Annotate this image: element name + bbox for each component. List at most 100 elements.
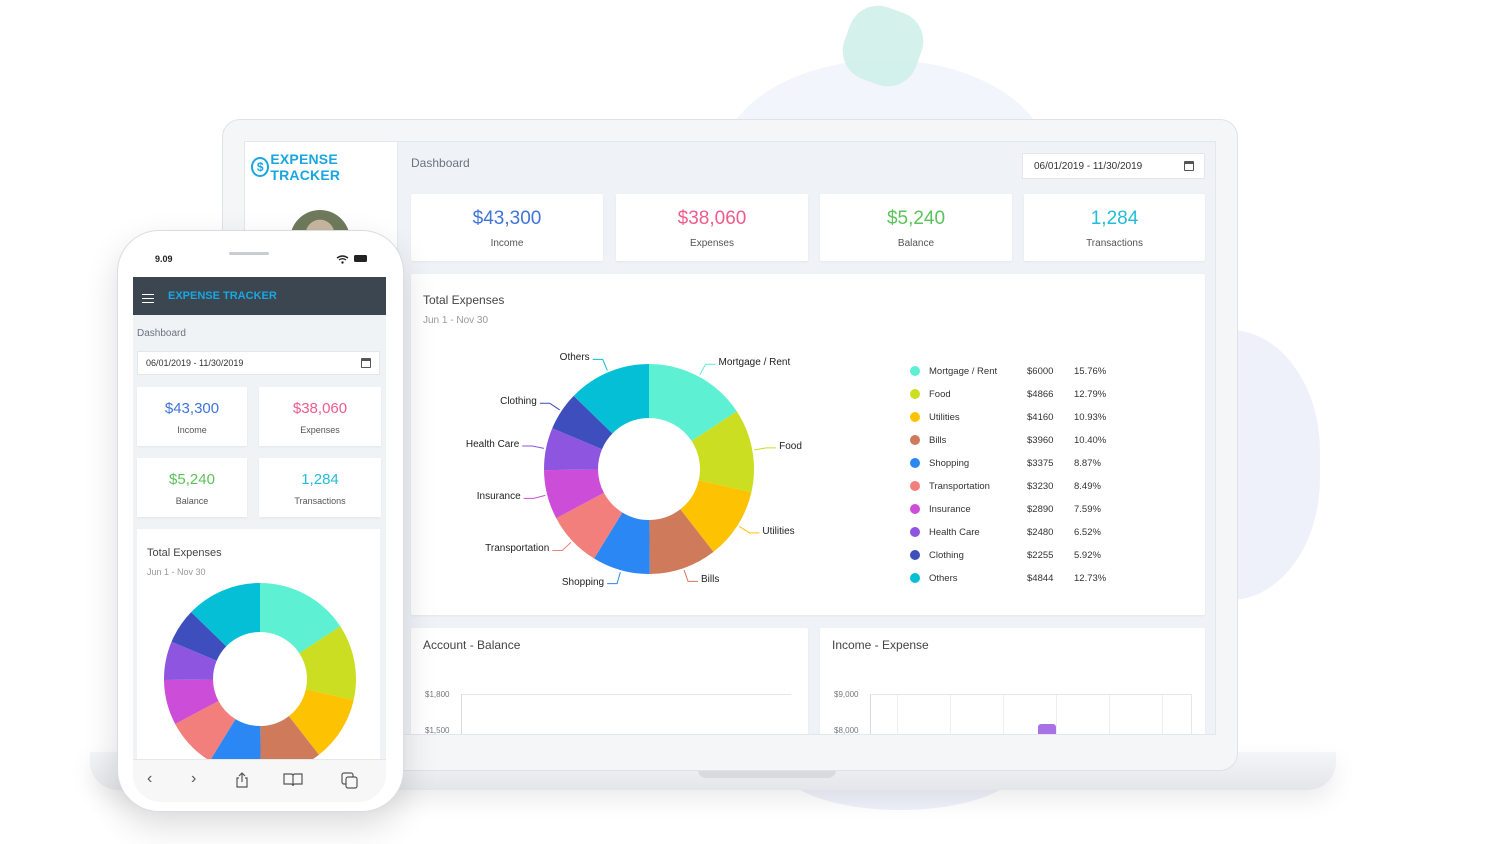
legend-category: Others	[929, 572, 958, 584]
kpi-transactions: 1,284 Transactions	[1024, 194, 1205, 261]
legend-amount: $2255	[1027, 549, 1054, 561]
legend-item[interactable]: Mortgage / Rent $6000 15.76%	[910, 363, 1114, 379]
legend-category: Mortgage / Rent	[929, 365, 998, 377]
legend-item[interactable]: Insurance $2890 7.59%	[910, 501, 1114, 517]
donut-slice-label: Shopping	[561, 576, 605, 588]
calendar-icon[interactable]	[1184, 161, 1194, 171]
label-leader-line	[523, 494, 546, 499]
calendar-icon[interactable]	[361, 358, 371, 368]
app-toolbar: EXPENSE TRACKER	[133, 277, 386, 315]
donut-slice[interactable]	[594, 512, 650, 574]
legend-category: Clothing	[929, 549, 964, 561]
kpi-transactions: 1,284 Transactions	[259, 458, 381, 517]
legend-item[interactable]: Bills $3960 10.40%	[910, 432, 1114, 448]
donut-slice[interactable]	[164, 679, 219, 724]
speaker-notch	[229, 252, 269, 255]
bookmarks-icon[interactable]	[283, 773, 303, 787]
legend-item[interactable]: Transportation $3230 8.49%	[910, 478, 1114, 494]
kpi-value: $5,240	[169, 471, 215, 488]
donut-slice[interactable]	[573, 364, 649, 434]
date-range-picker[interactable]: 06/01/2019 - 11/30/2019	[137, 351, 380, 375]
legend-swatch	[910, 504, 920, 514]
legend-amount: $2480	[1027, 526, 1054, 538]
donut-slice[interactable]	[544, 469, 604, 519]
kpi-label: Transactions	[294, 496, 346, 506]
label-leader-line	[754, 447, 777, 451]
date-range-value: 06/01/2019 - 11/30/2019	[146, 358, 244, 368]
y-tick: $8,000	[834, 726, 859, 735]
donut-slice[interactable]	[552, 395, 613, 450]
legend-percent: 12.73%	[1074, 572, 1107, 584]
donut-slice[interactable]	[164, 641, 217, 681]
donut-slice[interactable]	[288, 689, 354, 755]
phone-frame: 9.09 EXPENSE TRACKER Dashboard 06/01/201…	[117, 230, 404, 812]
page-title: Dashboard	[137, 328, 186, 339]
donut-slice[interactable]	[171, 612, 227, 661]
kpi-value: $43,300	[472, 208, 542, 229]
kpi-label: Income	[490, 238, 524, 249]
donut-slice[interactable]	[544, 428, 603, 471]
legend-percent: 8.49%	[1074, 480, 1101, 492]
legend-item[interactable]: Others $4844 12.73%	[910, 570, 1114, 586]
share-icon[interactable]	[235, 772, 249, 788]
y-tick: $1,500	[425, 726, 450, 735]
grid	[870, 694, 1192, 734]
donut-slice[interactable]	[210, 719, 261, 759]
tabs-icon[interactable]	[341, 772, 358, 789]
label-leader-line	[739, 525, 760, 534]
forward-icon[interactable]: ›	[191, 770, 197, 787]
legend-item[interactable]: Shopping $3375 8.87%	[910, 455, 1114, 471]
donut-slice[interactable]	[691, 411, 754, 493]
legend-amount: $4866	[1027, 388, 1054, 400]
legend-category: Utilities	[929, 411, 960, 423]
menu-icon[interactable]	[142, 294, 154, 303]
label-leader-line	[699, 363, 716, 376]
page-title: Dashboard	[411, 156, 470, 170]
kpi-value: 1,284	[301, 471, 339, 488]
donut-slice-label: Mortgage / Rent	[718, 357, 791, 369]
back-icon[interactable]: ‹	[147, 770, 153, 787]
legend-item[interactable]: Utilities $4160 10.93%	[910, 409, 1114, 425]
card-subtitle: Jun 1 - Nov 30	[147, 567, 206, 577]
label-leader-line	[683, 569, 699, 582]
legend-amount: $3375	[1027, 457, 1054, 469]
donut-slice[interactable]	[191, 583, 260, 647]
main-content: Dashboard 06/01/2019 - 11/30/2019 $43,30…	[398, 142, 1215, 734]
brand-name: EXPENSE TRACKER	[168, 290, 277, 302]
legend-item[interactable]: Clothing $2255 5.92%	[910, 547, 1114, 563]
kpi-label: Balance	[175, 496, 209, 506]
donut-slice[interactable]	[260, 716, 319, 759]
total-expenses-card: Total Expenses Jun 1 - Nov 30	[137, 529, 380, 759]
donut-slice-label: Utilities	[762, 525, 795, 537]
donut-slice[interactable]	[556, 492, 623, 559]
kpi-value: $38,060	[292, 400, 348, 417]
donut-slice[interactable]	[260, 583, 341, 654]
legend-swatch	[910, 573, 920, 583]
legend-percent: 12.79%	[1074, 388, 1107, 400]
donut-slice[interactable]	[649, 364, 737, 442]
donut-slice-label: Health Care	[465, 439, 520, 451]
label-leader-line	[592, 358, 608, 371]
total-expenses-card: Total Expenses Jun 1 - Nov 30 Mortgage /…	[411, 274, 1205, 615]
brand[interactable]: $ EXPENSE TRACKER	[251, 151, 397, 183]
date-range-picker[interactable]: 06/01/2019 - 11/30/2019	[1022, 153, 1205, 179]
legend-swatch	[910, 435, 920, 445]
legend-item[interactable]: Health Care $2480 6.52%	[910, 524, 1114, 540]
legend-category: Transportation	[929, 480, 990, 492]
chart-legend: Mortgage / Rent $6000 15.76% Food $4866 12.79…	[910, 363, 1170, 603]
kpi-balance: $5,240 Balance	[137, 458, 247, 517]
brand-name: EXPENSE TRACKER	[270, 151, 341, 183]
legend-percent: 6.52%	[1074, 526, 1101, 538]
expenses-donut-chart	[164, 583, 356, 759]
kpi-balance: $5,240 Balance	[820, 194, 1012, 261]
expenses-donut-chart	[522, 358, 777, 585]
legend-item[interactable]: Food $4866 12.79%	[910, 386, 1114, 402]
wifi-icon	[336, 255, 349, 264]
donut-slice[interactable]	[649, 509, 714, 574]
donut-slice[interactable]	[680, 480, 752, 552]
donut-slice[interactable]	[299, 626, 356, 701]
donut-slice[interactable]	[175, 701, 236, 759]
legend-amount: $6000	[1027, 365, 1054, 377]
legend-amount: $2890	[1027, 503, 1054, 515]
kpi-income: $43,300 Income	[137, 387, 247, 446]
